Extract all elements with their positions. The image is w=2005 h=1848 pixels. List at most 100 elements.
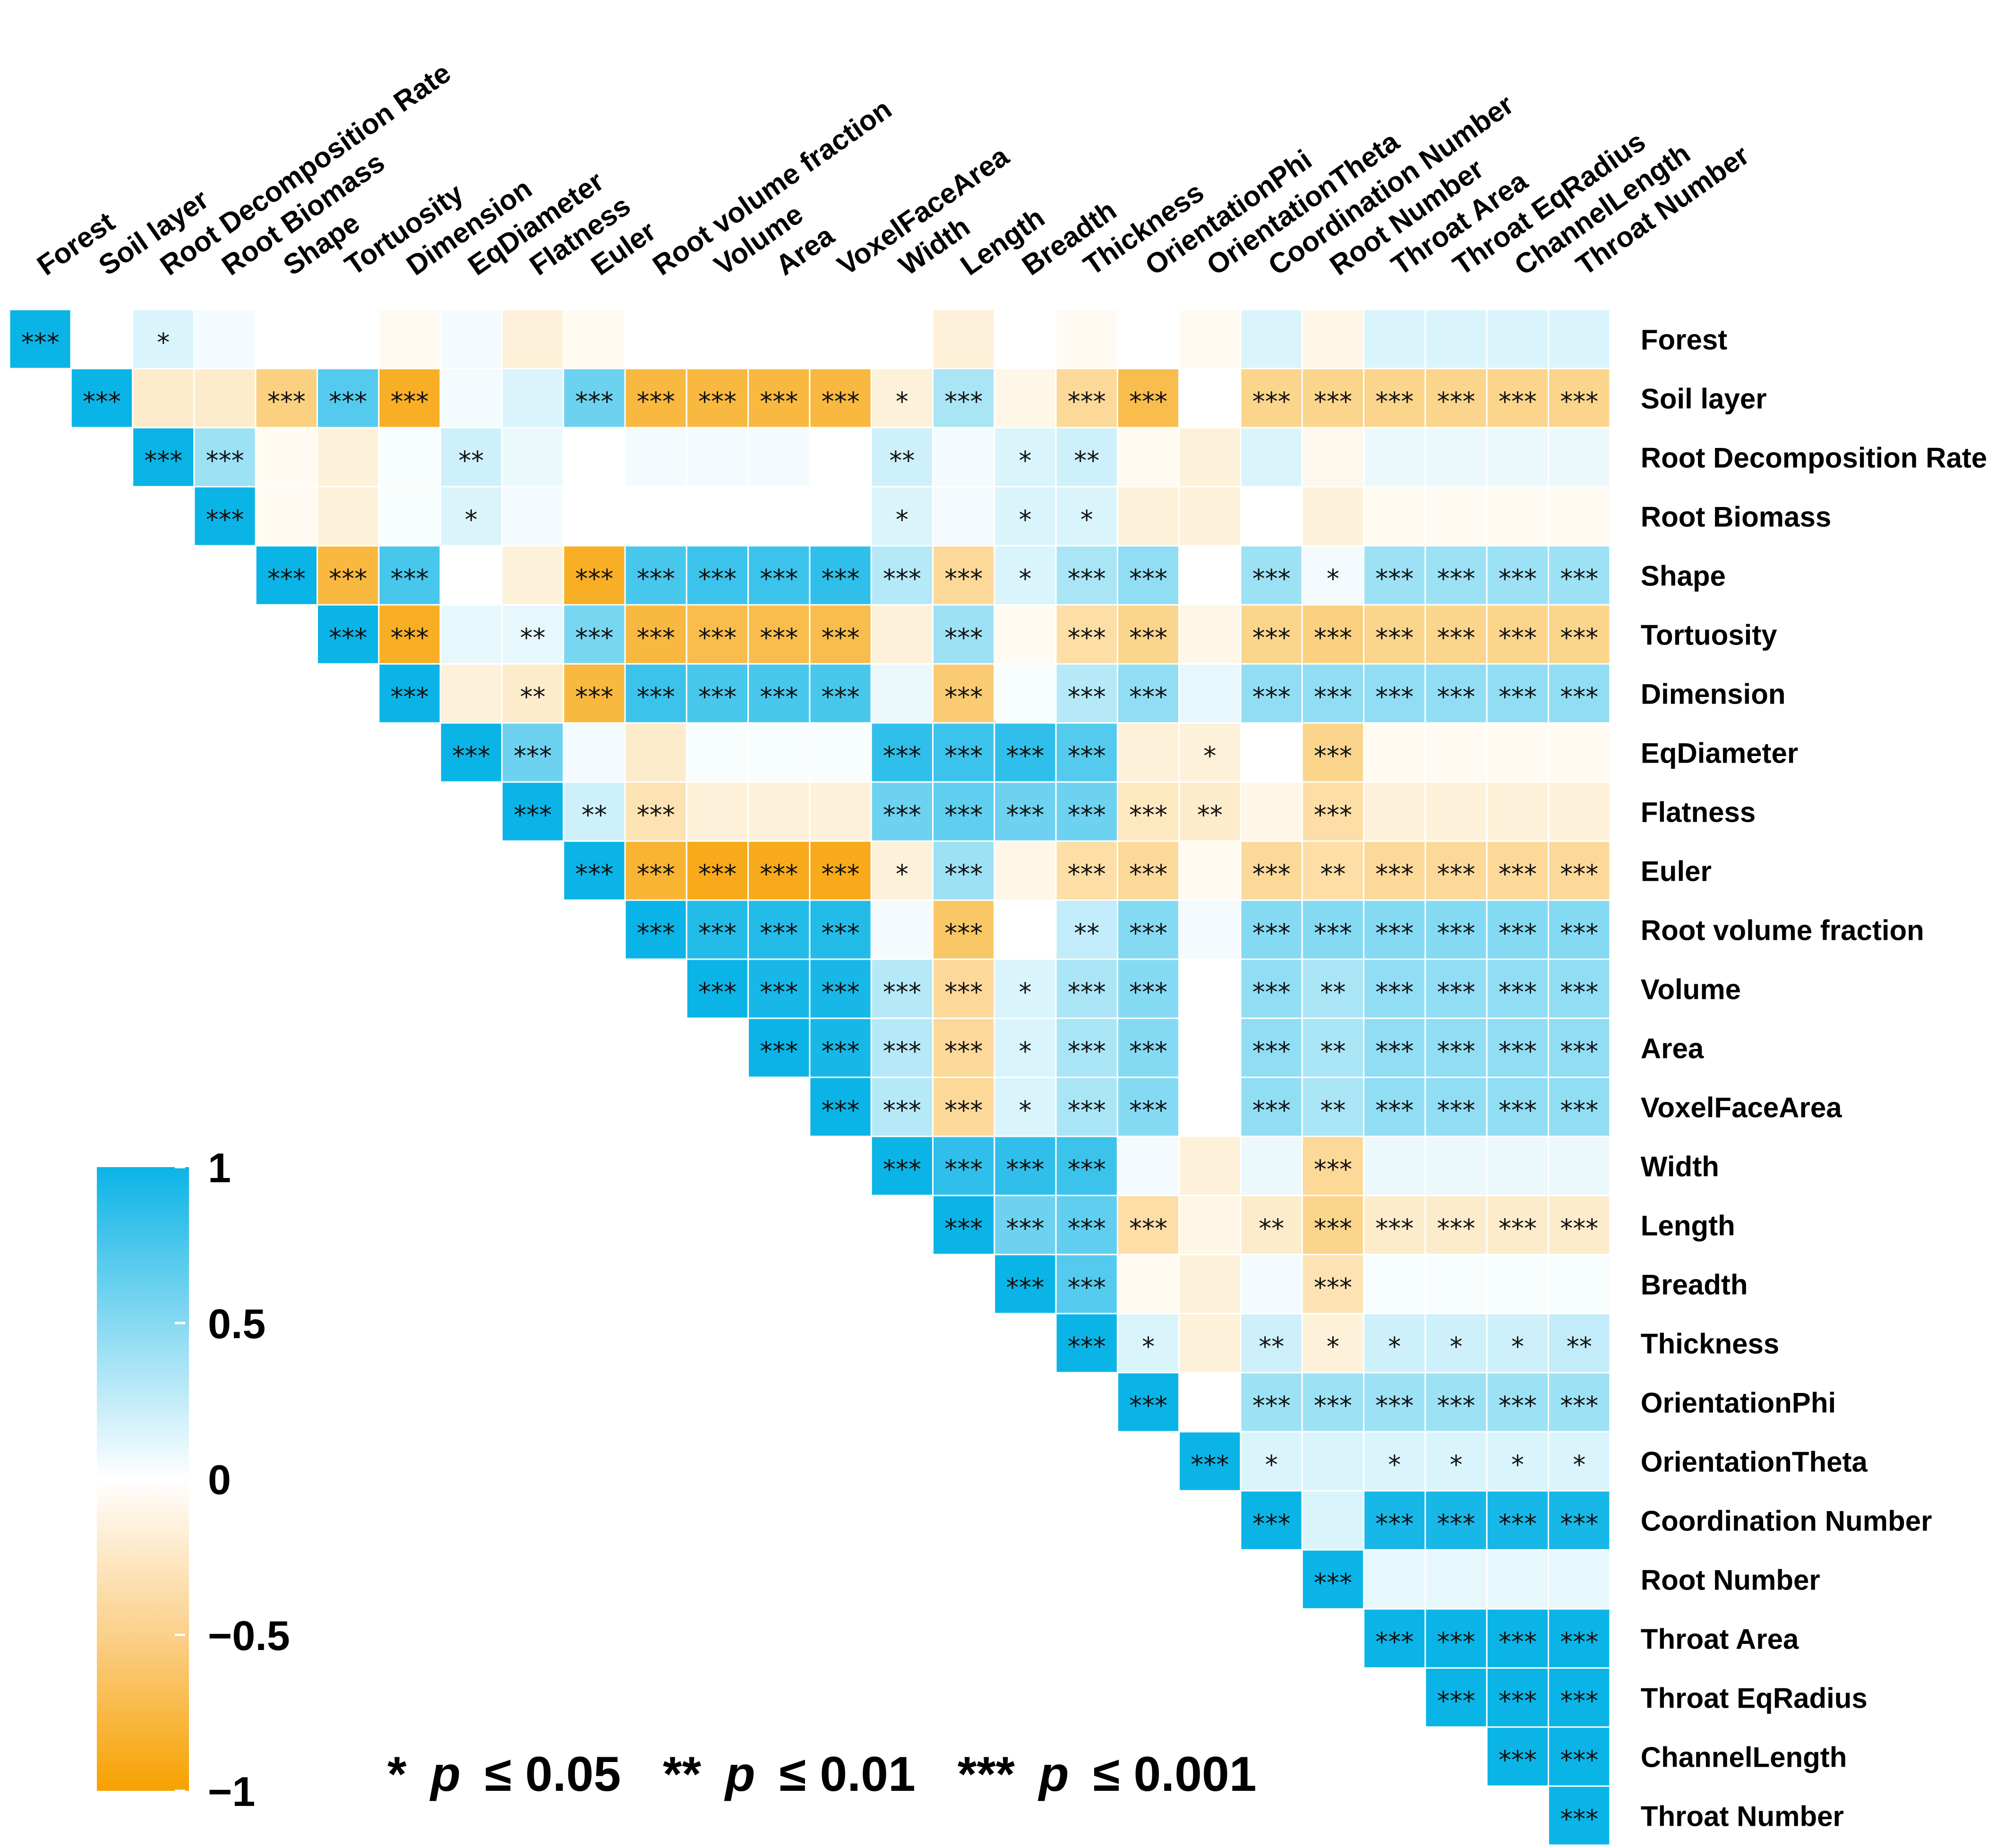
significance-label: *** xyxy=(944,741,983,771)
heatmap-cell xyxy=(378,309,441,370)
significance-label: *** xyxy=(1437,1214,1475,1244)
significance-label: *** xyxy=(329,623,367,653)
significance-label: *** xyxy=(760,919,798,948)
significance-label: *** xyxy=(883,1037,921,1066)
heatmap-cell xyxy=(1240,309,1303,370)
significance-label: *** xyxy=(1499,1686,1537,1716)
heatmap-cell xyxy=(1363,1135,1426,1196)
significance-label: *** xyxy=(822,1037,860,1066)
significance-label: *** xyxy=(1437,978,1475,1007)
heatmap-cell xyxy=(1486,1431,1549,1492)
significance-label: *** xyxy=(329,564,367,594)
heatmap-cell xyxy=(1486,1667,1549,1728)
significance-label: *** xyxy=(1560,1805,1598,1834)
significance-label: *** xyxy=(1499,860,1537,889)
heatmap-cell xyxy=(1548,1608,1611,1669)
heatmap-cell xyxy=(439,604,503,665)
significance-label: *** xyxy=(1499,978,1537,1007)
row-label: Coordination Number xyxy=(1641,1505,1932,1537)
heatmap-cell xyxy=(994,309,1057,370)
heatmap-cell xyxy=(747,722,811,783)
heatmap-cell xyxy=(809,368,872,429)
row-label: Shape xyxy=(1641,560,1726,592)
heatmap-cell xyxy=(1486,1372,1549,1433)
significance-label: *** xyxy=(1314,1273,1352,1303)
significance-label: *** xyxy=(1068,1332,1106,1362)
heatmap-cell xyxy=(1301,663,1365,724)
legend-ticks: 1 0.5 0 −0.5 −1 xyxy=(175,1144,290,1815)
heatmap-cell xyxy=(1363,368,1426,429)
heatmap-cell xyxy=(747,899,811,960)
significance-label: *** xyxy=(637,860,675,889)
significance-label: *** xyxy=(1129,1214,1167,1244)
significance-label: * xyxy=(157,328,170,358)
heatmap-cell xyxy=(1301,1017,1365,1078)
significance-label: *** xyxy=(1252,1037,1291,1066)
significance-label: * xyxy=(1511,1332,1524,1362)
heatmap-cell xyxy=(1548,722,1611,783)
significance-label: *** xyxy=(1375,919,1414,948)
heatmap-cell xyxy=(1055,1076,1118,1137)
sig-cond-2: ≤ 0.01 xyxy=(779,1747,915,1802)
significance-label: *** xyxy=(698,682,737,712)
heatmap-cell xyxy=(747,486,811,547)
heatmap-cell xyxy=(624,604,687,665)
heatmap-cell xyxy=(1240,1313,1303,1374)
row-label: Area xyxy=(1641,1033,1704,1065)
heatmap-cell xyxy=(1055,368,1118,429)
significance-label: *** xyxy=(1499,682,1537,712)
heatmap-cell xyxy=(501,368,565,429)
significance-label: *** xyxy=(1375,1214,1414,1244)
significance-label: *** xyxy=(1375,1509,1414,1539)
sig-cond-3: ≤ 0.001 xyxy=(1093,1747,1256,1802)
heatmap-cell xyxy=(1178,1017,1242,1078)
significance-label: *** xyxy=(637,800,675,830)
heatmap-cell xyxy=(1116,1313,1180,1374)
significance-label: *** xyxy=(1560,1214,1598,1244)
heatmap-cell xyxy=(1240,899,1303,960)
heatmap-cell xyxy=(317,545,380,606)
significance-label: ** xyxy=(1320,1096,1346,1126)
significance-label: *** xyxy=(267,387,306,417)
heatmap-cell xyxy=(994,427,1057,488)
heatmap-cell xyxy=(1548,1549,1611,1610)
heatmap-cell xyxy=(1548,781,1611,842)
significance-label: *** xyxy=(1499,564,1537,594)
heatmap-cell xyxy=(870,899,934,960)
significance-label: *** xyxy=(1375,1391,1414,1421)
heatmap-cell xyxy=(1301,781,1365,842)
significance-label: *** xyxy=(1437,1391,1475,1421)
heatmap-cell xyxy=(1486,958,1549,1019)
heatmap-cell xyxy=(932,663,995,724)
significance-label: *** xyxy=(1314,800,1352,830)
row-label: OrientationTheta xyxy=(1641,1446,1868,1478)
significance-label: *** xyxy=(637,564,675,594)
heatmap-cell xyxy=(1178,486,1242,547)
heatmap-cell xyxy=(747,840,811,901)
heatmap-cell xyxy=(193,309,257,370)
heatmap-cell xyxy=(1178,1254,1242,1315)
significance-label: *** xyxy=(575,682,613,712)
significance-label: * xyxy=(1511,1450,1524,1480)
significance-label: ** xyxy=(1259,1214,1284,1244)
significance-label: * xyxy=(1327,564,1339,594)
significance-label: *** xyxy=(822,1096,860,1126)
heatmap-cell xyxy=(1363,781,1426,842)
heatmap-cell xyxy=(870,1017,934,1078)
significance-label: *** xyxy=(575,387,613,417)
significance-label: *** xyxy=(637,919,675,948)
heatmap-cell xyxy=(1486,368,1549,429)
row-label: Volume xyxy=(1641,974,1741,1006)
heatmap-cell xyxy=(1486,722,1549,783)
significance-label: *** xyxy=(883,978,921,1007)
heatmap-cell xyxy=(809,899,872,960)
heatmap-cell xyxy=(1363,722,1426,783)
heatmap-cell xyxy=(932,604,995,665)
heatmap-cell xyxy=(1240,781,1303,842)
heatmap-cell xyxy=(1301,899,1365,960)
heatmap-cell xyxy=(932,309,995,370)
row-label: Tortuosity xyxy=(1641,619,1777,651)
significance-label: *** xyxy=(1252,1509,1291,1539)
legend-tick-label: 0 xyxy=(208,1456,231,1503)
heatmap-cell xyxy=(1548,486,1611,547)
